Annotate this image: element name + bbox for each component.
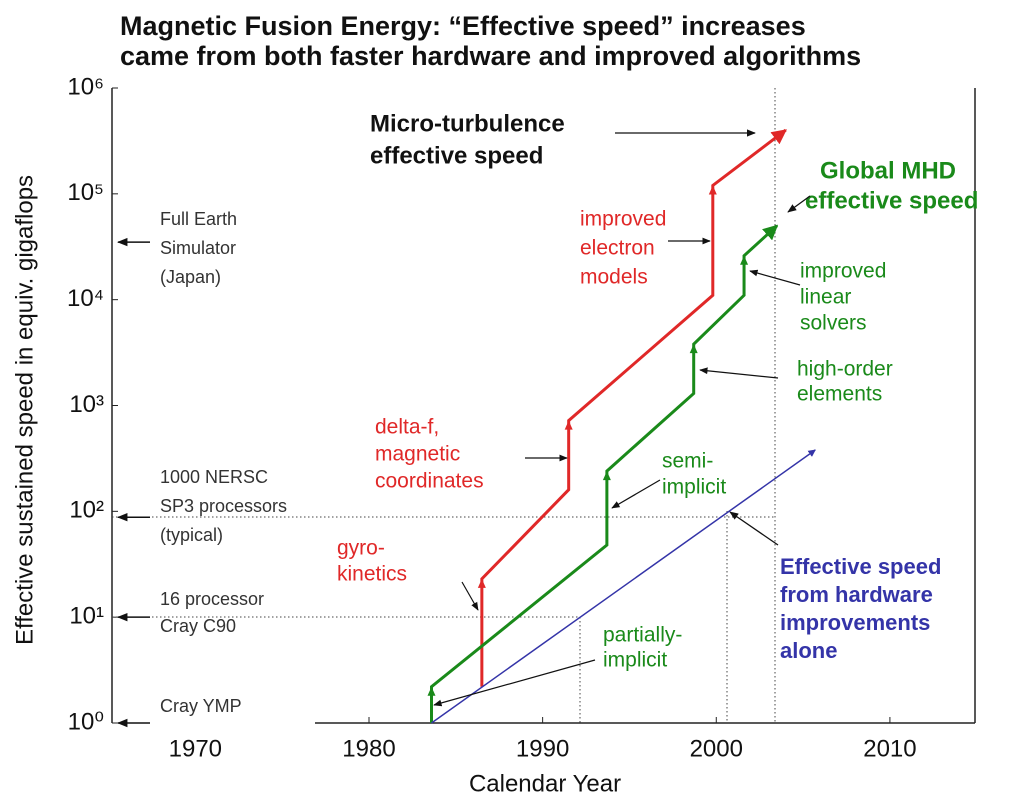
- annotation-arrow: [749, 269, 801, 286]
- y-tick-label: 10⁶: [67, 73, 104, 100]
- y-tick-label: 10³: [69, 391, 104, 418]
- x-axis-label: Calendar Year: [469, 770, 621, 797]
- reference-label: 16 processor: [160, 589, 264, 609]
- y-tick-label: 10²: [69, 497, 104, 524]
- annotation-arrow: [461, 581, 479, 611]
- series-label: improvements: [780, 610, 930, 635]
- annotation: implicit: [603, 649, 667, 672]
- y-tick-label: 10⁵: [67, 179, 104, 206]
- series-label: Global MHD: [820, 157, 956, 184]
- series-label: Micro-turbulence: [370, 110, 565, 137]
- annotation: magnetic: [375, 443, 460, 466]
- series-label: effective speed: [805, 187, 978, 214]
- annotation-arrow: [787, 195, 811, 213]
- reference-label: (Japan): [160, 267, 221, 287]
- step-arrowhead: [708, 185, 717, 195]
- annotation: solvers: [800, 312, 867, 335]
- reference-label: SP3 processors: [160, 496, 287, 516]
- series-line: [431, 449, 816, 724]
- series-line: [480, 128, 787, 687]
- step-arrowhead: [689, 344, 698, 354]
- step-arrowhead: [477, 578, 486, 588]
- annotation: kinetics: [337, 563, 407, 586]
- annotation: improved: [800, 260, 886, 283]
- x-tick-label: 2010: [863, 735, 916, 762]
- annotation: models: [580, 266, 648, 289]
- step-arrowhead: [740, 255, 749, 265]
- annotation: gyro-: [337, 537, 385, 560]
- annotation: implicit: [662, 476, 726, 499]
- annotation: linear: [800, 286, 851, 309]
- annotation-arrow: [611, 479, 661, 509]
- series-label: alone: [780, 638, 837, 663]
- series-line: [430, 224, 779, 723]
- annotation: semi-: [662, 450, 713, 473]
- annotation: elements: [797, 383, 882, 406]
- x-tick-label: 1970: [169, 735, 222, 762]
- y-axis-label: Effective sustained speed in equiv. giga…: [11, 175, 38, 645]
- annotation-arrow: [729, 511, 779, 546]
- chart-title: Magnetic Fusion Energy: “Effective speed…: [120, 11, 806, 41]
- annotation: high-order: [797, 358, 893, 381]
- annotation-arrow: [433, 659, 596, 707]
- reference-label: Simulator: [160, 238, 236, 258]
- step-arrowhead: [564, 420, 573, 430]
- annotation: partially-: [603, 624, 682, 647]
- y-tick-label: 10¹: [69, 603, 104, 630]
- annotation-arrow: [699, 367, 779, 379]
- step-arrowhead: [427, 686, 436, 696]
- x-tick-label: 1980: [342, 735, 395, 762]
- y-tick-label: 10⁰: [68, 708, 104, 735]
- step-arrowhead: [602, 471, 611, 481]
- annotation: coordinates: [375, 470, 484, 493]
- annotation: improved: [580, 208, 666, 231]
- x-tick-label: 1990: [516, 735, 569, 762]
- reference-label: Full Earth: [160, 209, 237, 229]
- annotation: delta-f,: [375, 416, 439, 439]
- series-label: effective speed: [370, 142, 543, 169]
- reference-label: (typical): [160, 525, 223, 545]
- reference-label: 1000 NERSC: [160, 467, 268, 487]
- reference-label: Cray YMP: [160, 696, 242, 716]
- annotation: electron: [580, 237, 655, 260]
- chart-title: came from both faster hardware and impro…: [120, 41, 861, 71]
- series-label: Effective speed: [780, 554, 941, 579]
- series-label: from hardware: [780, 582, 933, 607]
- reference-label: Cray C90: [160, 616, 236, 636]
- y-tick-label: 10⁴: [67, 285, 104, 312]
- x-tick-label: 2000: [690, 735, 743, 762]
